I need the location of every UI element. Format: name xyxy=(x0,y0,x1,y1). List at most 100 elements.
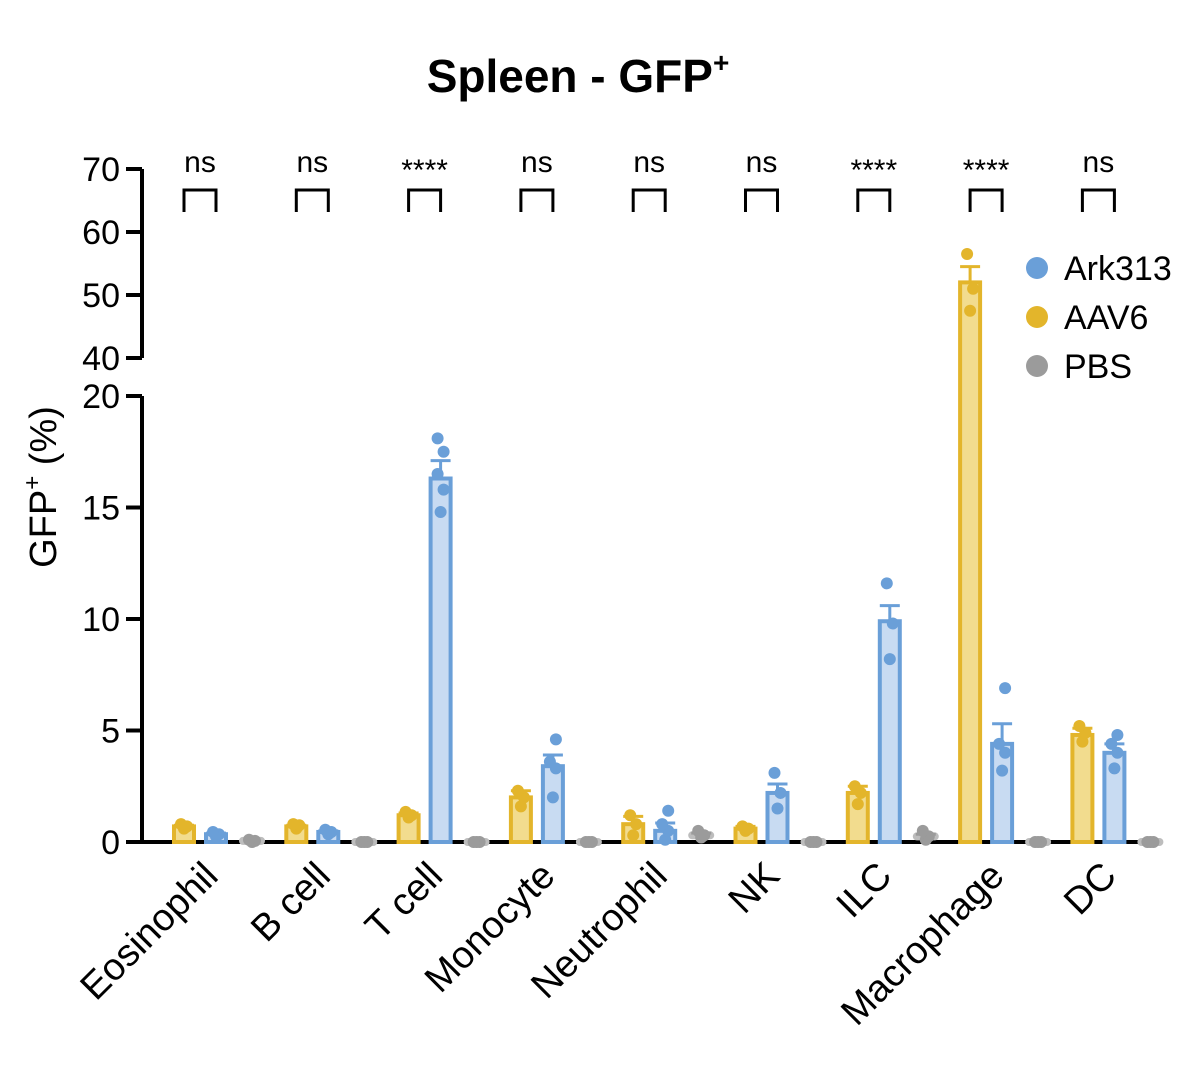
data-point-aav6 xyxy=(736,820,749,833)
legend-marker-aav6 xyxy=(1026,306,1048,328)
chart-title: Spleen - GFP+ xyxy=(427,47,730,102)
data-point-aav6 xyxy=(511,784,524,797)
significance-label: **** xyxy=(963,154,1010,187)
significance-label: ns xyxy=(184,146,216,179)
legend: Ark313 AAV6 PBS xyxy=(1026,250,1172,386)
bar-ark313 xyxy=(428,476,453,844)
data-point-ark313 xyxy=(1111,728,1124,741)
x-tick-labels: Eosinophil B cell T cellMonocyteNeutrophil… xyxy=(73,855,1125,1034)
data-point-pbs xyxy=(467,836,480,848)
data-point-ark313 xyxy=(437,445,450,458)
data-point-ark313 xyxy=(319,823,332,836)
significance-bracket xyxy=(1080,188,1116,212)
data-point-ark313 xyxy=(431,432,444,445)
legend-label: Ark313 xyxy=(1064,250,1172,288)
bar-ark313 xyxy=(990,741,1015,845)
data-point-ark313 xyxy=(886,617,899,630)
x-tick-label: T cell xyxy=(358,855,451,948)
data-point-aav6 xyxy=(1073,720,1086,733)
chart-title-sup: + xyxy=(713,47,729,78)
data-point-ark313 xyxy=(996,764,1009,777)
significance-bracket xyxy=(744,188,779,212)
significance-bracket xyxy=(294,188,330,212)
y-tick-label: 5 xyxy=(101,713,120,751)
y-tick-label: 15 xyxy=(82,490,120,528)
data-point-aav6 xyxy=(399,805,412,818)
data-point-ark313 xyxy=(207,825,219,838)
y-tick-label: 40 xyxy=(82,340,120,378)
data-point-pbs xyxy=(692,824,705,837)
data-point-aav6 xyxy=(287,818,300,831)
data-point-ark313 xyxy=(999,682,1012,695)
bars xyxy=(172,280,1164,846)
significance-bracket xyxy=(856,188,892,212)
data-point-aav6 xyxy=(627,829,640,842)
data-point-ark313 xyxy=(662,804,675,817)
data-point-pbs xyxy=(355,836,368,848)
legend-marker-ark313 xyxy=(1026,257,1048,279)
data-point-ark313 xyxy=(1105,737,1118,750)
data-point-aav6 xyxy=(624,809,637,822)
y-axis-label: GFP+ (%) xyxy=(19,406,65,568)
data-point-pbs xyxy=(579,836,592,848)
significance-bracket xyxy=(631,188,667,212)
data-point-aav6 xyxy=(967,282,980,295)
significance-label: ns xyxy=(521,146,553,179)
significance-label: ns xyxy=(1083,146,1115,179)
y-tick-label: 20 xyxy=(82,378,120,416)
data-point-pbs xyxy=(804,836,817,848)
y-axis-label-suffix: (%) xyxy=(23,406,65,476)
data-point-ark313 xyxy=(883,653,896,666)
data-point-aav6 xyxy=(961,248,974,261)
data-point-pbs xyxy=(1141,836,1154,848)
data-points xyxy=(175,248,1160,848)
chart-title-text: Spleen - GFP xyxy=(427,50,713,102)
data-point-pbs xyxy=(1029,836,1042,848)
y-tick-label: 10 xyxy=(82,601,120,639)
significance-bracket xyxy=(407,188,443,212)
data-point-ark313 xyxy=(993,737,1006,750)
legend-label: PBS xyxy=(1064,348,1132,386)
data-point-ark313 xyxy=(549,733,562,746)
bar-aav6 xyxy=(1070,732,1095,845)
data-point-ark313 xyxy=(543,755,556,768)
significance-bracket xyxy=(519,188,555,212)
data-point-pbs xyxy=(243,833,255,846)
y-axis-label-sup: + xyxy=(19,476,46,490)
y-tick-label: 70 xyxy=(82,151,120,189)
y-axis-label-text: GFP xyxy=(23,490,65,568)
data-point-ark313 xyxy=(774,786,787,799)
data-point-aav6 xyxy=(630,818,643,831)
bar-aav6 xyxy=(958,280,983,844)
data-point-ark313 xyxy=(546,791,559,804)
legend-label: AAV6 xyxy=(1064,299,1148,337)
data-point-aav6 xyxy=(964,304,977,317)
legend-marker-pbs xyxy=(1026,355,1048,377)
significance-bracket xyxy=(968,188,1004,212)
x-tick-label: NK xyxy=(721,855,788,922)
significance-annotations: ns ns **** ns ns ns **** **** ns xyxy=(182,146,1116,212)
x-tick-label: B cell xyxy=(243,855,338,950)
data-point-ark313 xyxy=(437,483,450,496)
data-point-aav6 xyxy=(848,780,861,793)
data-point-aav6 xyxy=(851,798,864,811)
significance-bracket xyxy=(182,188,218,212)
data-point-aav6 xyxy=(175,818,187,831)
data-point-ark313 xyxy=(768,766,781,779)
data-point-ark313 xyxy=(656,818,669,831)
data-point-ark313 xyxy=(434,505,447,518)
y-tick-label: 50 xyxy=(82,277,120,315)
significance-label: ns xyxy=(633,146,665,179)
significance-label: ns xyxy=(746,146,778,179)
data-point-ark313 xyxy=(999,746,1012,759)
data-point-ark313 xyxy=(771,802,784,815)
x-tick-label: DC xyxy=(1056,855,1125,924)
bar-ark313 xyxy=(540,764,565,844)
bar-ark313 xyxy=(765,790,790,845)
data-point-ark313 xyxy=(431,468,444,481)
x-tick-label: Eosinophil xyxy=(73,855,227,1009)
data-point-ark313 xyxy=(1108,762,1121,775)
significance-label: **** xyxy=(850,154,897,187)
